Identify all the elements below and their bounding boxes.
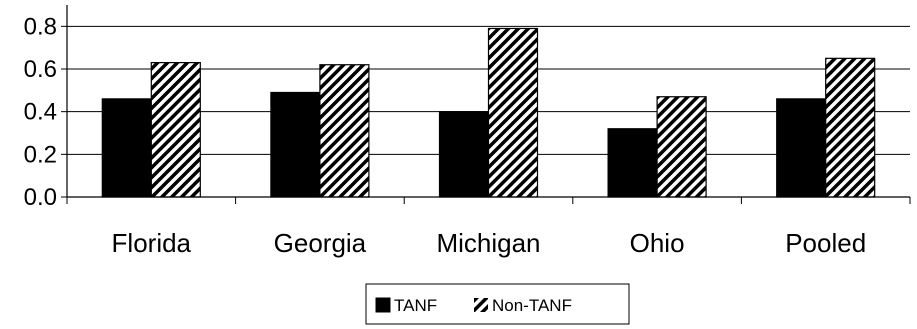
bar-tanf-florida — [101, 98, 152, 198]
axes — [66, 5, 911, 204]
y-tick-label: 0.0 — [24, 184, 57, 211]
bar-non-tanf-michigan — [487, 27, 539, 198]
bar-tanf-ohio — [607, 128, 658, 198]
x-category-label: Ohio — [630, 228, 685, 258]
bar-tanf-michigan — [438, 111, 490, 198]
category-labels: Florida Georgia Michigan Ohio Pooled — [112, 228, 867, 258]
x-category-label: Florida — [112, 228, 192, 258]
legend-label: Non-TANF — [492, 296, 572, 315]
bar-non-tanf-pooled — [825, 57, 876, 198]
legend-box — [365, 283, 630, 325]
y-tick-label: 0.2 — [24, 141, 57, 168]
bar-non-tanf-georgia — [319, 64, 370, 198]
legend: TANF Non-TANF — [365, 283, 630, 325]
bar-tanf-pooled — [776, 98, 827, 198]
x-category-label: Pooled — [785, 228, 866, 258]
y-tick-label: 0.6 — [24, 56, 57, 83]
legend-swatch — [375, 297, 391, 313]
bar-tanf-georgia — [270, 91, 321, 198]
x-category-label: Georgia — [274, 228, 367, 258]
bars — [101, 27, 876, 198]
legend-swatch — [474, 298, 488, 312]
x-category-label: Michigan — [436, 228, 540, 258]
bar-non-tanf-ohio — [656, 96, 707, 198]
bar-non-tanf-florida — [150, 61, 201, 198]
y-tick-label: 0.8 — [24, 13, 57, 40]
legend-label: TANF — [394, 296, 437, 315]
y-axis-ticks: 0.0 0.2 0.4 0.6 0.8 — [24, 13, 67, 211]
y-tick-label: 0.4 — [24, 99, 57, 126]
